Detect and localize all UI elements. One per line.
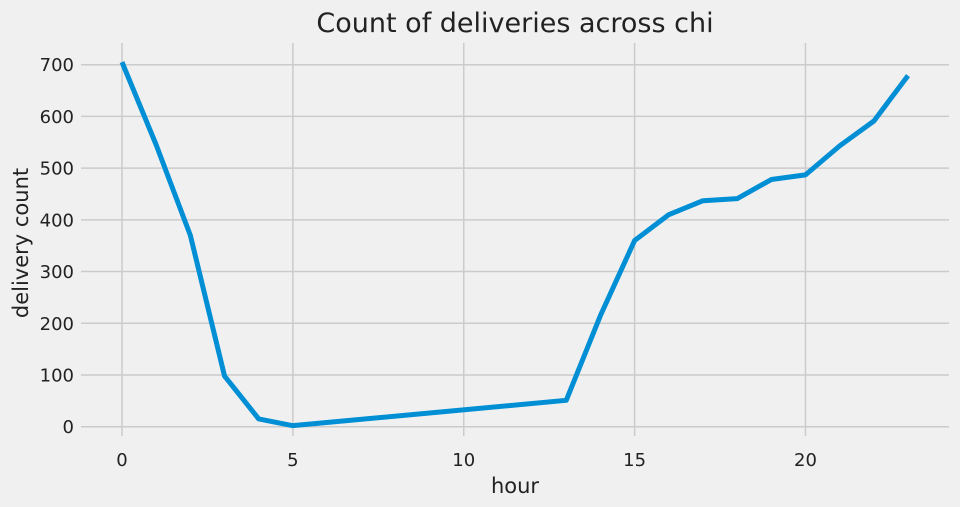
x-tick-label: 5 (287, 450, 298, 471)
x-axis-label: hour (491, 474, 539, 498)
y-tick-label: 500 (40, 159, 74, 180)
y-tick-labels: 0 100 200 300 400 500 600 700 (40, 55, 74, 438)
x-tick-label: 15 (623, 450, 646, 471)
y-tick-label: 200 (40, 314, 74, 335)
y-tick-label: 400 (40, 210, 74, 231)
series-layer (119, 61, 910, 429)
x-tick-label: 10 (452, 450, 475, 471)
x-tick-label: 0 (116, 450, 127, 471)
series-line-0 (119, 61, 910, 429)
y-tick-label: 700 (40, 55, 74, 76)
x-tick-label: 20 (794, 450, 817, 471)
y-tick-label: 600 (40, 107, 74, 128)
chart-title: Count of deliveries across chi (316, 8, 713, 39)
x-tick-labels: 0 5 10 15 20 (116, 450, 817, 471)
y-tick-label: 100 (40, 365, 74, 386)
y-tick-label: 0 (63, 417, 74, 438)
y-axis-label: delivery count (9, 168, 33, 318)
y-tick-label: 300 (40, 262, 74, 283)
